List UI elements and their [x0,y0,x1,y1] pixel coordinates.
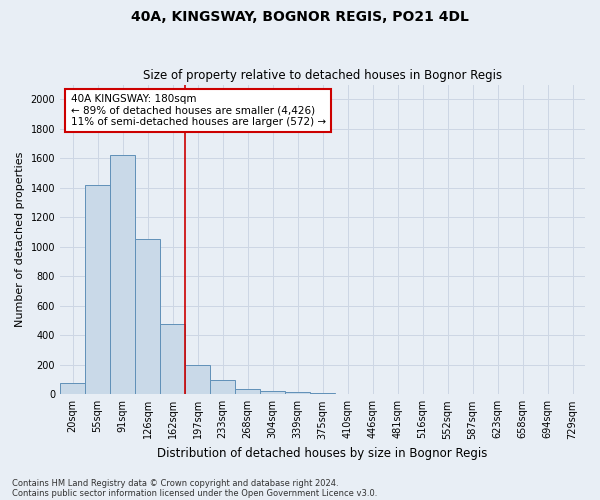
Text: 40A KINGSWAY: 180sqm
← 89% of detached houses are smaller (4,426)
11% of semi-de: 40A KINGSWAY: 180sqm ← 89% of detached h… [71,94,326,127]
Bar [60,383,85,394]
Title: Size of property relative to detached houses in Bognor Regis: Size of property relative to detached ho… [143,69,502,82]
Text: Contains HM Land Registry data © Crown copyright and database right 2024.: Contains HM Land Registry data © Crown c… [12,478,338,488]
Bar [260,390,285,394]
Y-axis label: Number of detached properties: Number of detached properties [15,152,25,327]
Text: Contains public sector information licensed under the Open Government Licence v3: Contains public sector information licen… [12,488,377,498]
Bar [210,380,235,394]
Bar [285,392,310,394]
X-axis label: Distribution of detached houses by size in Bognor Regis: Distribution of detached houses by size … [157,447,488,460]
Bar [85,185,110,394]
Bar [135,240,160,394]
Text: 40A, KINGSWAY, BOGNOR REGIS, PO21 4DL: 40A, KINGSWAY, BOGNOR REGIS, PO21 4DL [131,10,469,24]
Bar [310,392,335,394]
Bar [185,365,210,394]
Bar [110,156,135,394]
Bar [235,389,260,394]
Bar [160,324,185,394]
